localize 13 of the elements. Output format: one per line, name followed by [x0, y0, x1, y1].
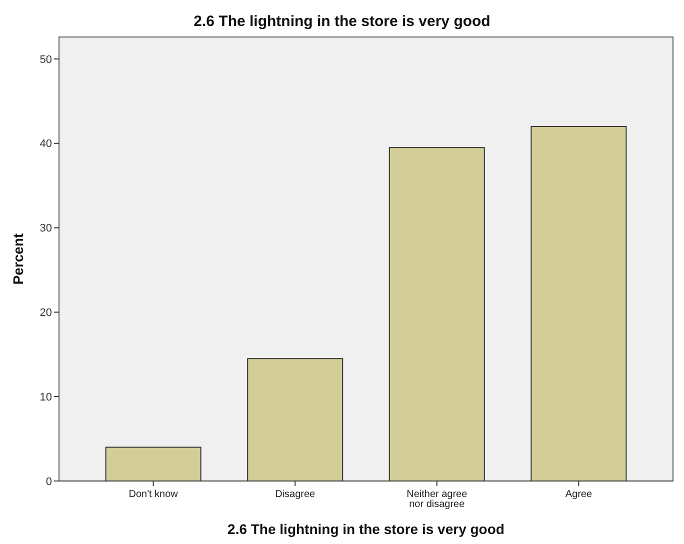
x-tick-label: Disagree	[275, 489, 316, 500]
x-axis-title: 2.6 The lightning in the store is very good	[228, 521, 504, 537]
y-tick-label: 50	[40, 54, 52, 66]
y-axis-title: Percent	[10, 232, 26, 285]
chart-title: 2.6 The lightning in the store is very good	[194, 13, 490, 30]
y-tick-label: 40	[40, 138, 52, 150]
x-tick-label: Neither agree nor disagree	[406, 489, 468, 510]
y-tick-label: 0	[46, 476, 52, 488]
x-tick-label: Agree	[565, 489, 592, 500]
x-tick-label: Don't know	[128, 489, 179, 500]
y-tick-label: 10	[40, 391, 52, 404]
y-tick-label: 20	[40, 307, 52, 320]
y-tick-label: 30	[40, 222, 52, 235]
